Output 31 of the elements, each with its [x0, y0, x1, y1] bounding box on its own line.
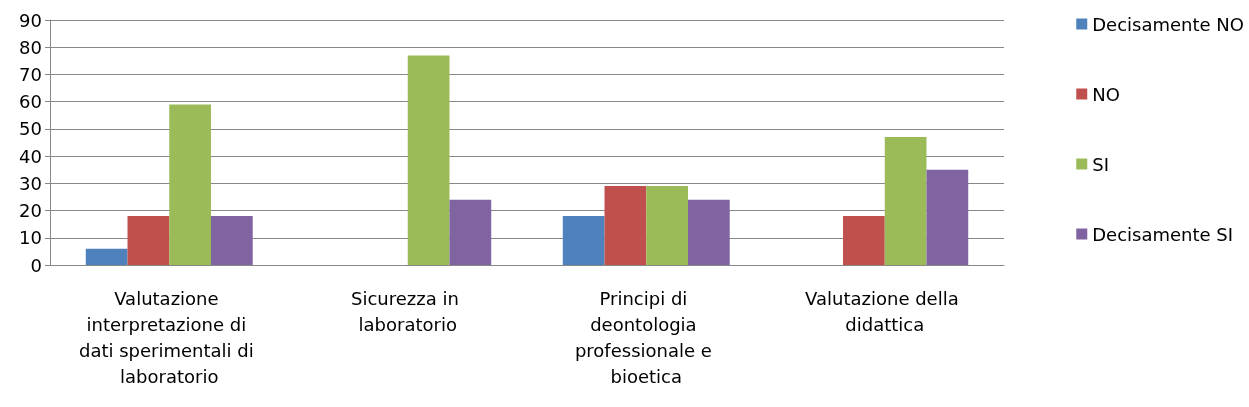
bar: [407, 55, 450, 265]
bar: [884, 137, 927, 265]
y-tick-label: 0: [30, 254, 42, 276]
x-tick-label: Sicurezza in laboratorio: [350, 287, 465, 335]
y-tick-label: 30: [19, 172, 42, 194]
y-tick-label: 80: [19, 36, 42, 58]
y-tick-label: 50: [19, 118, 42, 140]
bar: [85, 248, 128, 265]
y-tick-label: 70: [19, 63, 42, 85]
bar: [127, 216, 170, 265]
bar: [449, 199, 492, 265]
bar: [210, 216, 253, 265]
y-tick-label: 60: [19, 91, 42, 113]
bar: [169, 104, 211, 265]
x-tick-label: Principi di deontologia professionale e bioetica: [574, 287, 718, 387]
y-tick-label: 20: [19, 200, 42, 222]
legend-label: Decisamente SI: [1092, 223, 1234, 245]
bar: [562, 216, 605, 265]
bar: [646, 186, 688, 265]
y-tick-label: 40: [19, 145, 42, 167]
y-tick-label: 10: [19, 227, 42, 249]
legend-label: SI: [1092, 153, 1109, 175]
legend-label: NO: [1092, 83, 1120, 105]
bar: [687, 199, 730, 265]
y-tick-label: 90: [19, 9, 42, 31]
legend-label: Decisamente NO: [1092, 13, 1245, 35]
x-tick-label: Valutazione interpretazione di dati sperimentali di laboratorio: [79, 287, 260, 387]
bar: [926, 169, 969, 265]
x-tick-label: Valutazione della didattica: [805, 287, 965, 335]
bar: [843, 216, 885, 265]
bar: [604, 186, 647, 265]
